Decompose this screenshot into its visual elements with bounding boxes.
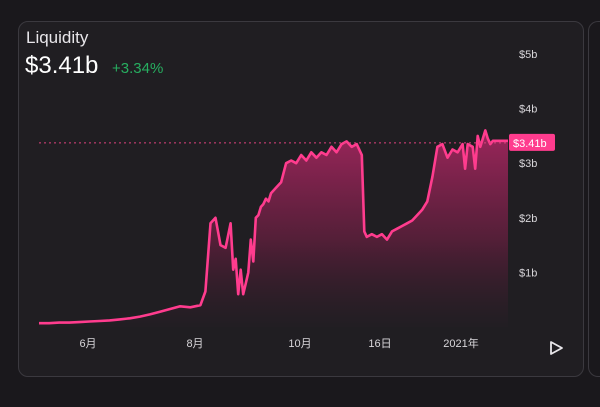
x-tick-label: 6月 xyxy=(79,338,96,350)
x-tick-label: 2021年 xyxy=(443,336,478,350)
x-tick-label: 8月 xyxy=(186,338,203,350)
y-tick-label: $1b xyxy=(519,267,537,279)
metric-label: Liquidity xyxy=(26,28,89,47)
play-button[interactable] xyxy=(546,338,566,358)
liquidity-line xyxy=(39,129,508,325)
x-tick-label: 16日 xyxy=(368,338,391,350)
metric-change: +3.34% xyxy=(112,60,164,77)
next-card-edge xyxy=(588,21,600,377)
play-icon[interactable] xyxy=(546,338,566,358)
y-tick-label: $5b xyxy=(519,49,537,61)
current-value-tag-label: $3.41b xyxy=(513,138,547,150)
current-value-tag xyxy=(509,133,555,151)
y-tick-label: $3b xyxy=(519,158,537,170)
y-tick-label: $2b xyxy=(519,213,537,225)
liquidity-area xyxy=(39,130,508,327)
y-tick-label: $4b xyxy=(519,104,537,116)
x-tick-label: 10月 xyxy=(288,338,311,350)
metric-value: $3.41b xyxy=(25,52,99,79)
